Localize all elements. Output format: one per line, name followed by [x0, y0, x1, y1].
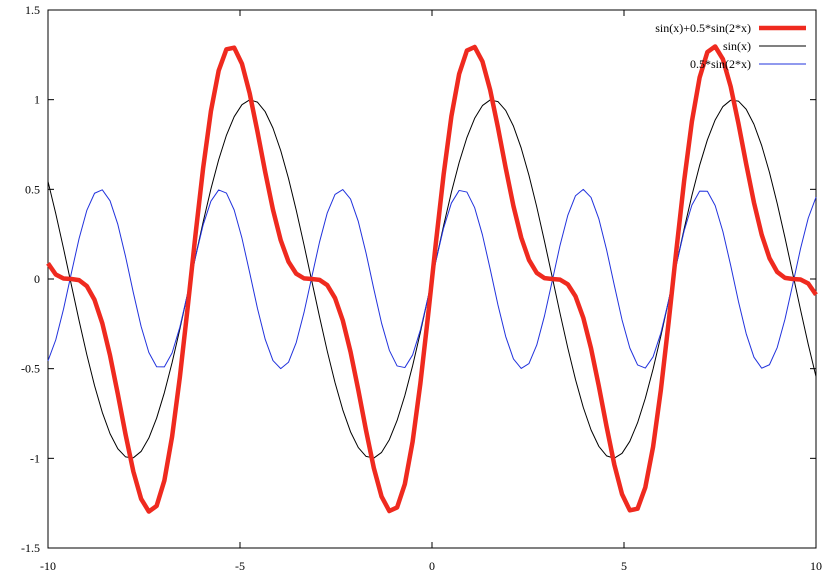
x-tick-label: -5 [235, 559, 245, 573]
y-tick-label: 1 [34, 93, 40, 107]
x-tick-label: 10 [810, 559, 822, 573]
y-tick-label: -1 [30, 451, 40, 465]
legend: sin(x)+0.5*sin(2*x) sin(x) 0.5*sin(2*x) [655, 21, 806, 71]
x-tick-label: 0 [429, 559, 435, 573]
series-line-sin-x-0-5-sin-2-x [46, 44, 818, 514]
series-group [46, 44, 818, 514]
y-tick-label: 0.5 [25, 182, 40, 196]
x-tick-label: -10 [40, 559, 56, 573]
y-tick-label: 1.5 [25, 3, 40, 17]
legend-label: 0.5*sin(2*x) [690, 57, 751, 71]
axis-ticks: -10 -5 0 5 10 -1.5 -1 -0.5 0 0.5 1 1.5 [21, 3, 822, 573]
y-tick-label: -1.5 [21, 541, 40, 555]
y-tick-label: 0 [34, 272, 40, 286]
legend-label: sin(x) [723, 39, 751, 53]
x-tick-label: 5 [621, 559, 627, 573]
y-tick-label: -0.5 [21, 362, 40, 376]
legend-label: sin(x)+0.5*sin(2*x) [655, 21, 751, 35]
